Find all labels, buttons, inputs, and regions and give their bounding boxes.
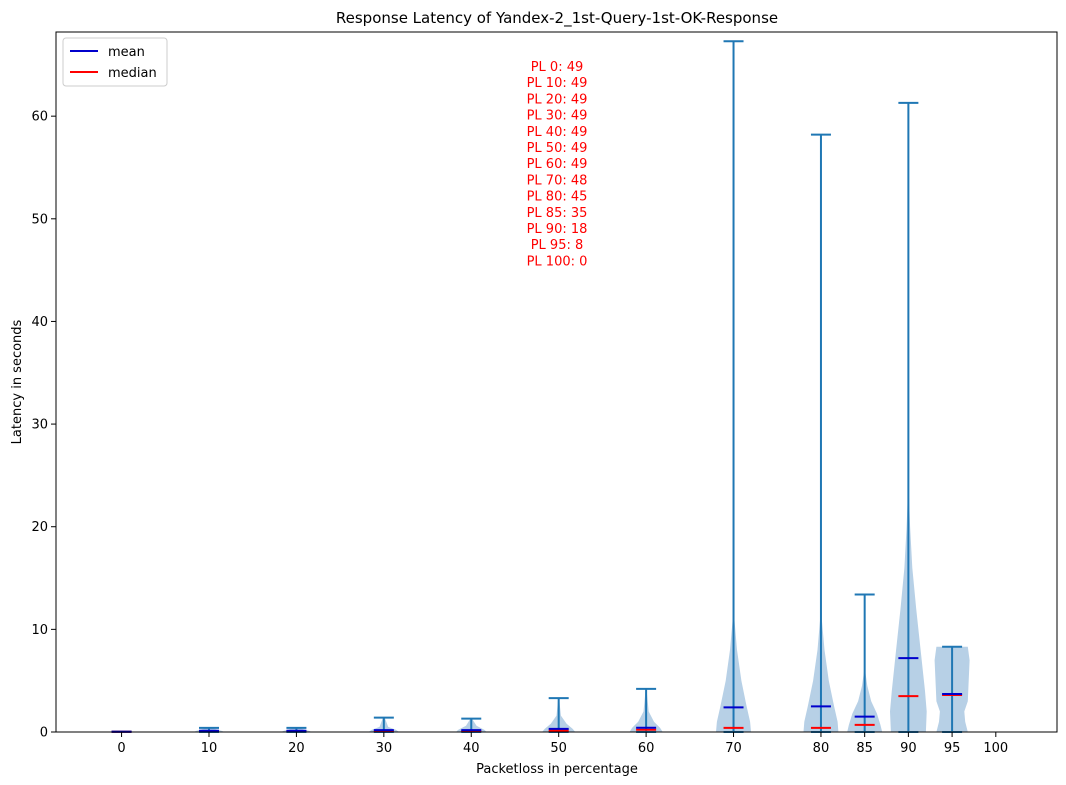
x-tick-label: 20 — [288, 741, 305, 756]
annotation-line: PL 80: 45 — [527, 190, 588, 205]
y-tick-label: 10 — [31, 623, 48, 638]
annotation-line: PL 60: 49 — [527, 157, 588, 172]
annotation-line: PL 40: 49 — [527, 125, 588, 140]
x-tick-label: 10 — [201, 741, 218, 756]
x-tick-label: 90 — [900, 741, 917, 756]
annotation-line: PL 20: 49 — [527, 92, 588, 107]
annotation-line: PL 100: 0 — [527, 254, 588, 269]
legend: mean median — [62, 37, 168, 87]
y-tick-label: 40 — [31, 315, 48, 330]
y-tick-label: 20 — [31, 520, 48, 535]
x-tick-label: 70 — [725, 741, 742, 756]
x-tick-label: 0 — [117, 741, 125, 756]
y-tick-label: 60 — [31, 110, 48, 125]
chart-title: Response Latency of Yandex-2_1st-Query-1… — [336, 9, 778, 28]
x-tick-label: 95 — [944, 741, 961, 756]
x-tick-label: 85 — [856, 741, 873, 756]
x-axis: 0 10 20 30 40 50 60 70 80 85 90 95 100 — [117, 732, 1008, 756]
annotation-line: PL 90: 18 — [527, 222, 588, 237]
x-tick-label: 100 — [983, 741, 1008, 756]
annotation-line: PL 95: 8 — [531, 238, 584, 253]
y-tick-label: 30 — [31, 418, 48, 433]
x-tick-label: 30 — [376, 741, 393, 756]
annotation-line: PL 0: 49 — [531, 60, 584, 75]
legend-mean-label: mean — [108, 45, 145, 60]
x-tick-label: 50 — [550, 741, 567, 756]
x-axis-label: Packetloss in percentage — [476, 762, 638, 777]
annotation-line: PL 85: 35 — [527, 206, 588, 221]
y-tick-label: 0 — [40, 726, 48, 741]
annotation-line: PL 10: 49 — [527, 76, 588, 91]
y-axis-label: Latency in seconds — [10, 319, 25, 444]
x-tick-label: 60 — [638, 741, 655, 756]
x-tick-label: 40 — [463, 741, 480, 756]
x-tick-label: 80 — [813, 741, 830, 756]
annotation-line: PL 70: 48 — [527, 173, 588, 188]
violins-layer — [108, 40, 970, 733]
legend-median-label: median — [108, 66, 157, 81]
annotation-line: PL 50: 49 — [527, 141, 588, 156]
annotation-line: PL 30: 49 — [527, 109, 588, 124]
plot-frame — [55, 31, 1058, 733]
y-tick-label: 50 — [31, 212, 48, 227]
y-axis: 0 10 20 30 40 50 60 — [31, 110, 56, 741]
